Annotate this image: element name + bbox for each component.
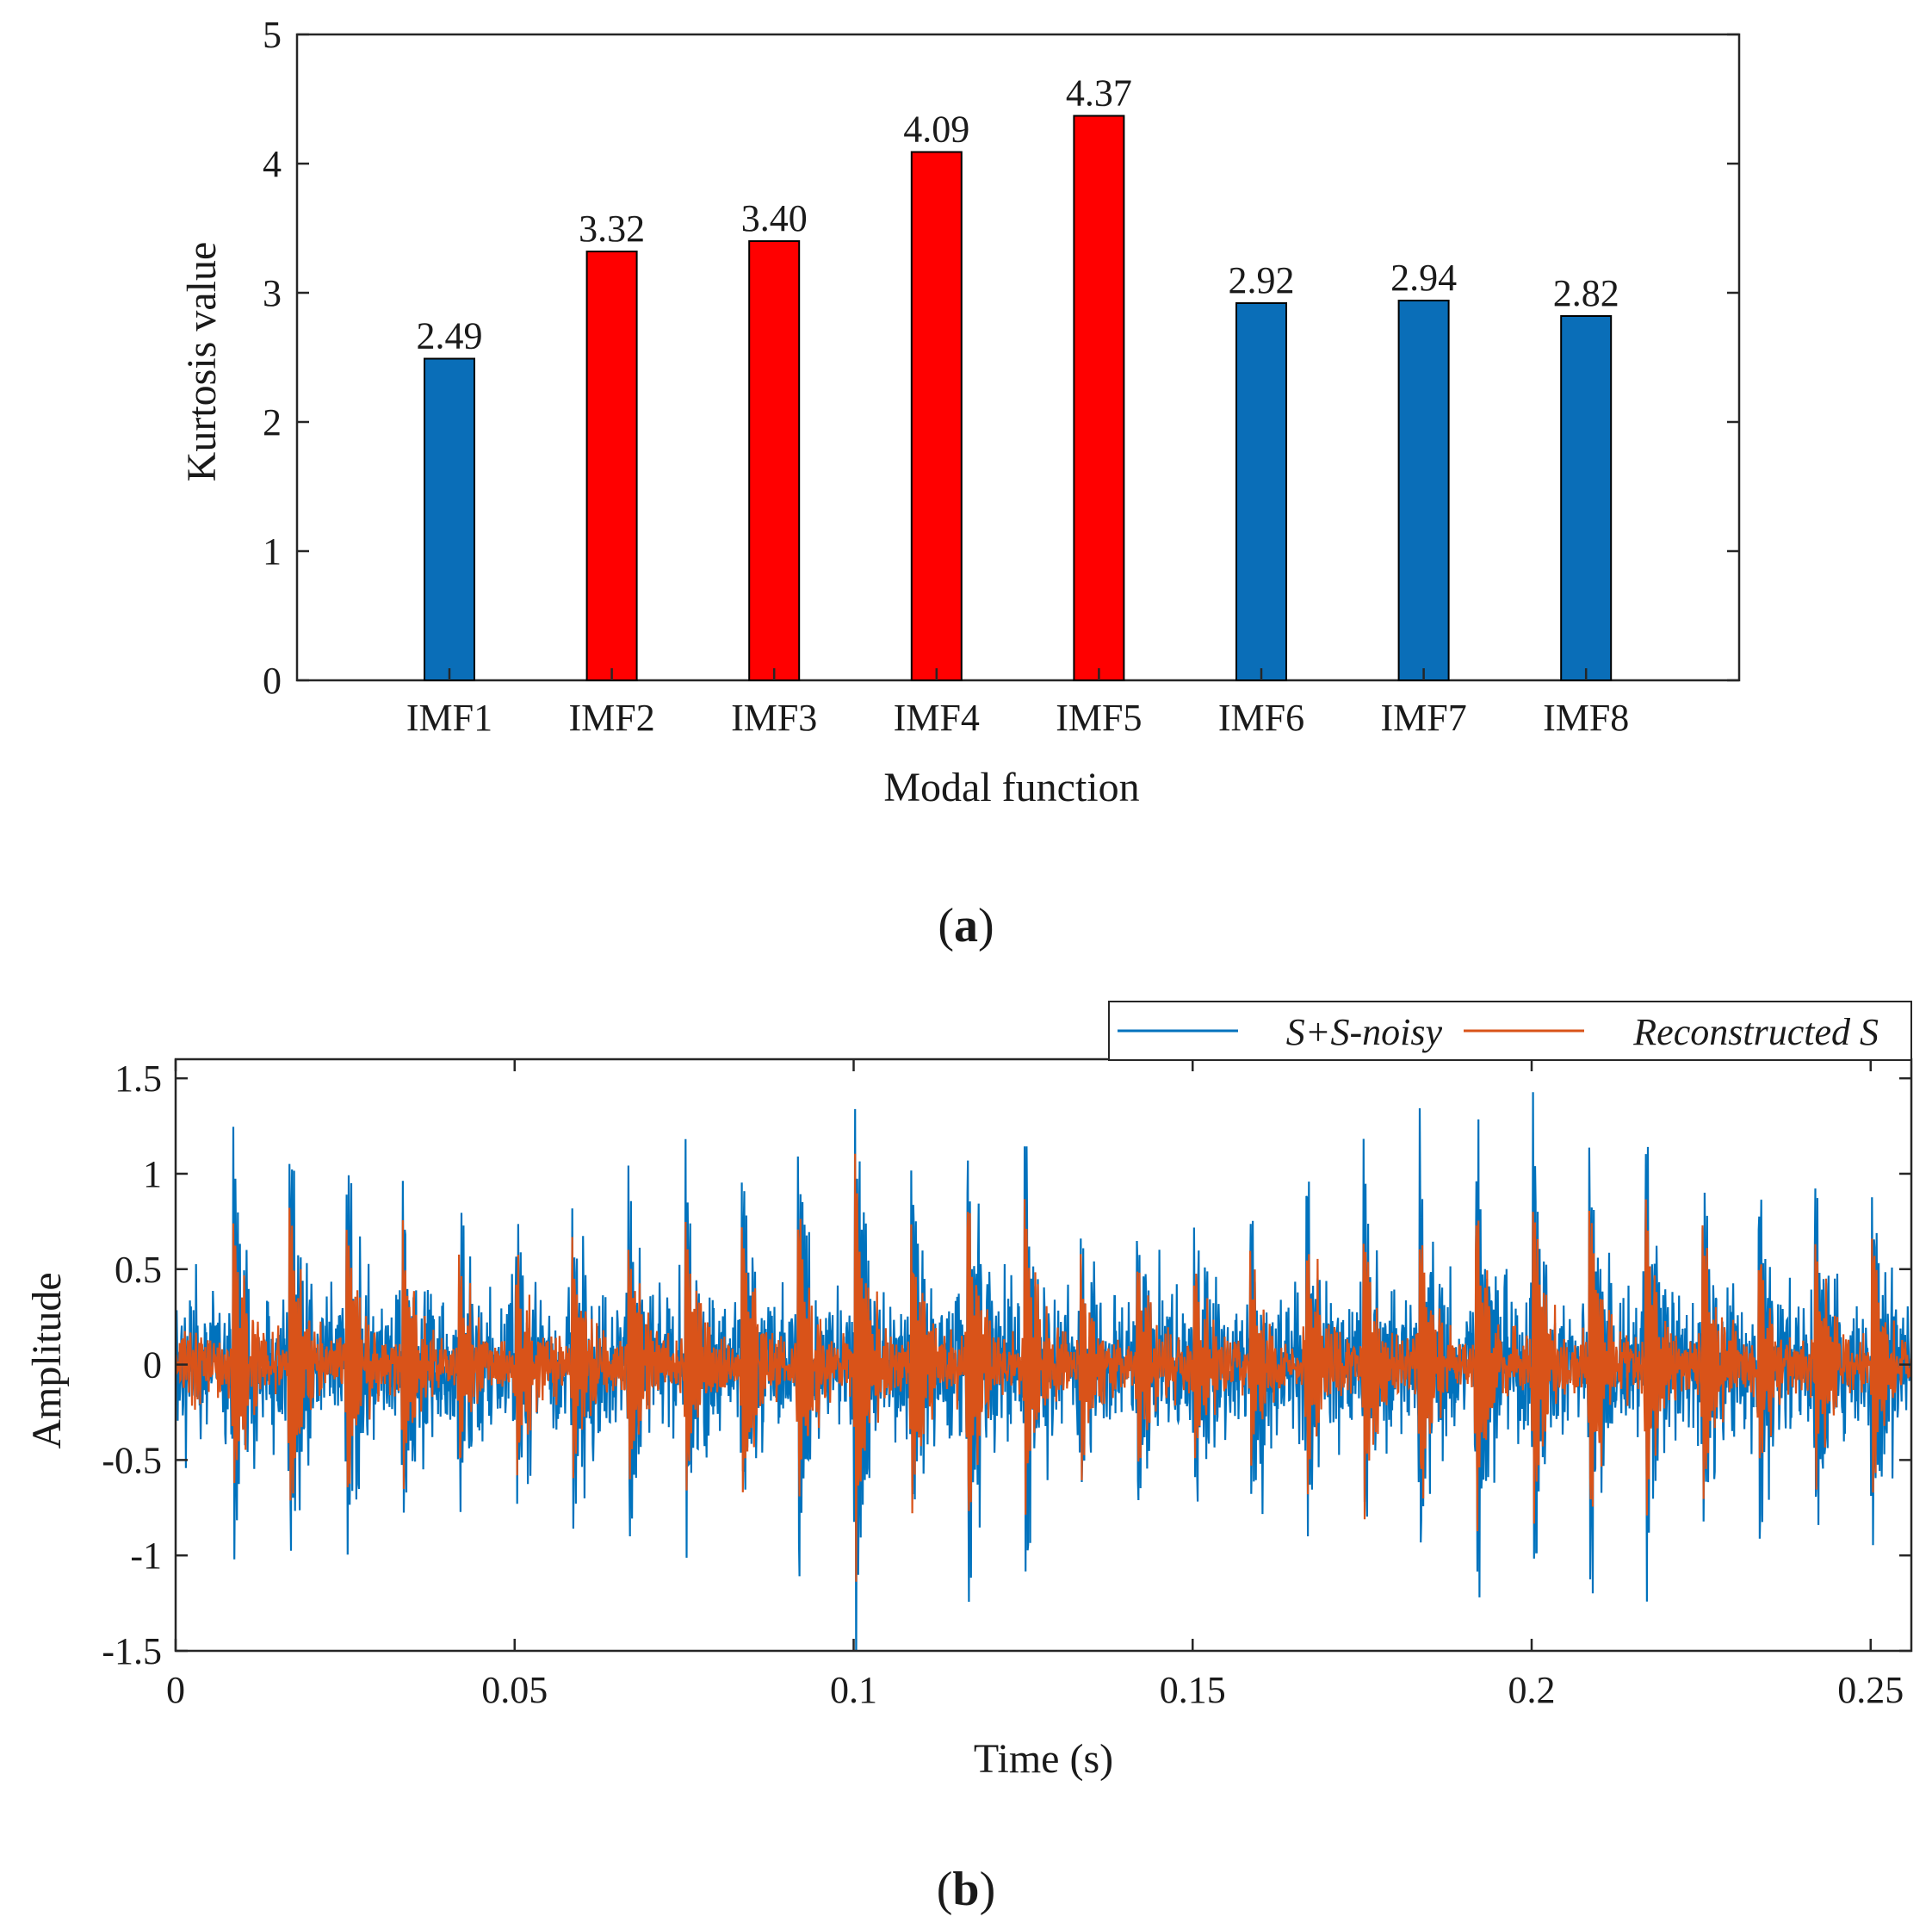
bar-chart-bars: 2.49 3.32 3.40 4.09 4.37 2.92 2.94 2.82 — [417, 72, 1619, 681]
data-label-imf1: 2.49 — [417, 315, 483, 357]
x-tick-label-imf4: IMF4 — [894, 697, 980, 739]
bar-imf8 — [1560, 315, 1613, 681]
bar-imf6 — [1235, 302, 1287, 681]
y-tick-label: -1 — [130, 1535, 162, 1577]
data-label-imf2: 3.32 — [579, 208, 645, 250]
bar-imf5 — [1073, 115, 1125, 681]
line-chart-y-axis-title: Amplitude — [24, 1272, 70, 1448]
y-tick-label: 1 — [263, 530, 282, 573]
x-tick-label-imf3: IMF3 — [731, 697, 817, 739]
x-tick-label: 0.05 — [481, 1669, 548, 1711]
panel-label-a: (a) — [938, 899, 994, 952]
x-tick-label-imf6: IMF6 — [1218, 697, 1304, 739]
bar-chart-y-axis-title: Kurtosis value — [179, 242, 225, 482]
bar-imf3 — [748, 240, 801, 681]
y-tick-label: 2 — [263, 401, 282, 443]
y-tick-label: 4 — [263, 143, 282, 185]
x-tick-label-imf2: IMF2 — [568, 697, 654, 739]
panel-label-b: (b) — [937, 1863, 995, 1916]
bar-chart-x-axis-title: Modal function — [883, 765, 1139, 810]
x-tick-label: 0.1 — [830, 1669, 877, 1711]
data-label-imf7: 2.94 — [1390, 257, 1457, 299]
line-chart-frame — [174, 1058, 1913, 1653]
line-chart-x-axis-title: Time (s) — [974, 1736, 1113, 1782]
x-tick-label: 0 — [166, 1669, 185, 1711]
line-chart-y-ticks: -1.5 -1 -0.5 0 0.5 1 1.5 — [102, 1058, 1911, 1672]
y-tick-label: -1.5 — [102, 1630, 162, 1672]
y-tick-label: 5 — [263, 14, 282, 56]
x-tick-label: 0.2 — [1508, 1669, 1556, 1711]
y-tick-label: -0.5 — [102, 1439, 162, 1481]
bar-chart-x-ticks: IMF1 IMF2 IMF3 IMF4 IMF5 IMF6 IMF7 IMF8 — [406, 668, 1629, 739]
amplitude-line-chart: -1.5 -1 -0.5 0 0.5 1 1.5 0 0.05 0.1 0.15 0.2 0.25 S… — [24, 1001, 1913, 1916]
y-tick-label: 1.5 — [115, 1058, 162, 1100]
y-tick-label: 1 — [143, 1153, 162, 1195]
legend-label-reconstructed-s: Reconstructed S — [1632, 1011, 1879, 1053]
x-tick-label-imf5: IMF5 — [1056, 697, 1142, 739]
x-tick-label: 0.15 — [1160, 1669, 1226, 1711]
series-line-reconstructed-s — [176, 1153, 1910, 1582]
bar-chart-plot-area — [295, 33, 1741, 682]
y-tick-label: 0.5 — [115, 1249, 162, 1291]
y-tick-label: 0 — [143, 1344, 162, 1386]
bar-imf1 — [424, 357, 475, 681]
data-label-imf5: 4.37 — [1066, 72, 1132, 115]
line-chart-legend: S+S-noisy Reconstructed S — [1108, 1001, 1912, 1061]
bar-imf2 — [585, 251, 638, 681]
data-label-imf3: 3.40 — [741, 197, 808, 239]
x-tick-label-imf7: IMF7 — [1380, 697, 1466, 739]
bar-chart-y-ticks: 0 1 2 3 4 5 — [263, 14, 1739, 702]
x-tick-label: 0.25 — [1837, 1669, 1904, 1711]
data-label-imf6: 2.92 — [1229, 259, 1295, 301]
x-tick-label-imf1: IMF1 — [406, 697, 492, 739]
bar-imf4 — [910, 151, 963, 681]
legend-label-s-plus-s-noisy: S+S-noisy — [1286, 1011, 1443, 1053]
x-tick-label-imf8: IMF8 — [1543, 697, 1629, 739]
data-label-imf8: 2.82 — [1553, 272, 1619, 314]
y-tick-label: 3 — [263, 272, 282, 314]
line-chart-x-ticks: 0 0.05 0.1 0.15 0.2 0.25 — [166, 1059, 1904, 1711]
y-tick-label: 0 — [263, 660, 282, 702]
data-label-imf4: 4.09 — [903, 109, 969, 151]
bar-imf7 — [1397, 300, 1450, 681]
